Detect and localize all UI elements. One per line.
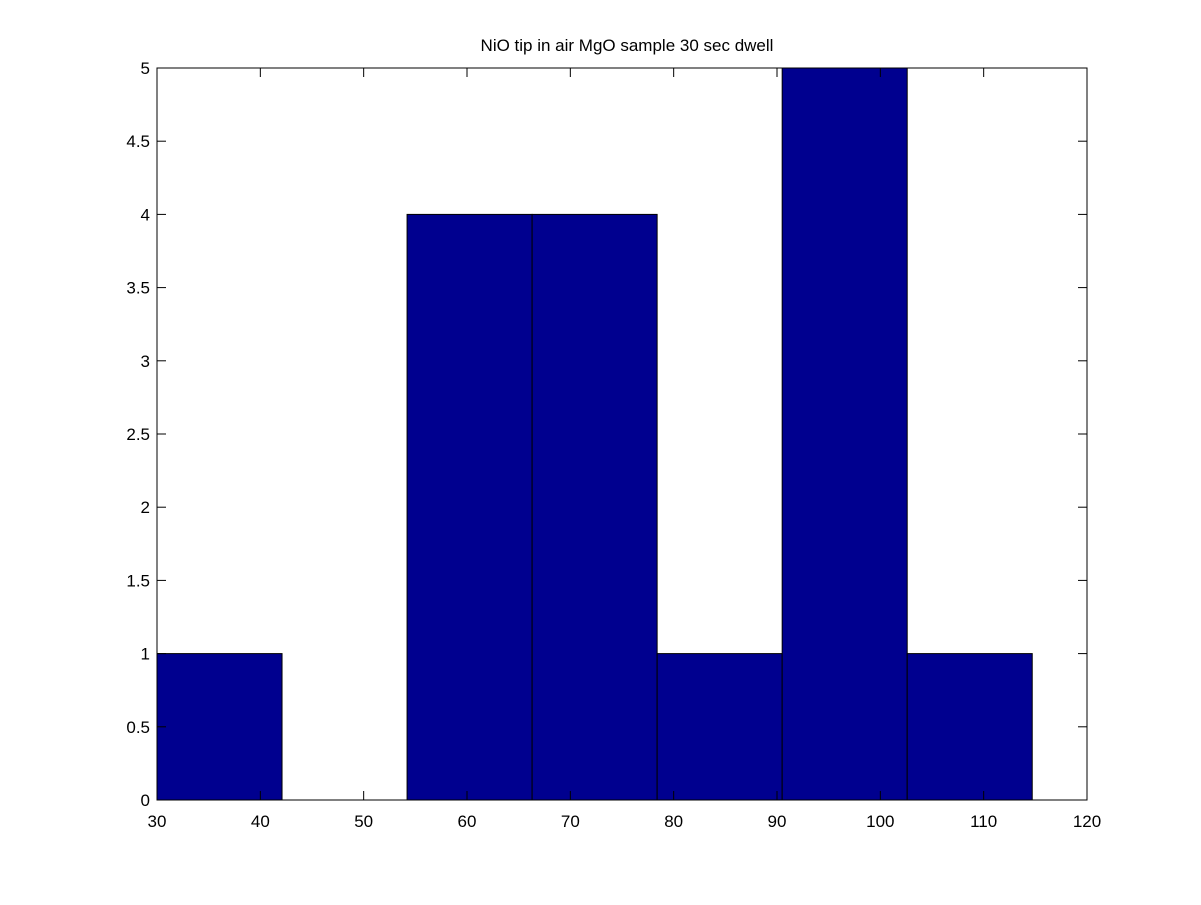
histogram-bar — [156, 653, 283, 801]
x-tick-label: 80 — [664, 812, 683, 831]
y-tick-label: 5 — [141, 59, 150, 78]
y-tick-label: 1.5 — [126, 571, 150, 590]
bars-layer — [156, 67, 1033, 801]
histogram-bar — [406, 213, 533, 801]
y-tick-label: 4 — [141, 205, 150, 224]
histogram-bar — [781, 67, 908, 801]
x-tick-label: 90 — [768, 812, 787, 831]
y-tick-label: 4.5 — [126, 132, 150, 151]
x-tick-label: 60 — [458, 812, 477, 831]
x-tick-label: 40 — [251, 812, 270, 831]
x-tick-label: 30 — [148, 812, 167, 831]
y-tick-label: 3 — [141, 352, 150, 371]
y-tick-label: 1 — [141, 645, 150, 664]
y-tick-label: 2.5 — [126, 425, 150, 444]
y-tick-label: 0 — [141, 791, 150, 810]
x-axis-tick-labels: 30 40 50 60 70 80 90 100 110 120 — [148, 812, 1102, 831]
x-tick-label: 120 — [1073, 812, 1101, 831]
x-tick-label: 110 — [970, 812, 997, 831]
chart-title: NiO tip in air MgO sample 30 sec dwell — [481, 36, 774, 55]
x-tick-label: 50 — [354, 812, 373, 831]
ticks-layer — [156, 67, 1088, 801]
y-tick-label: 0.5 — [126, 718, 150, 737]
x-tick-label: 100 — [866, 812, 894, 831]
x-tick-label: 70 — [561, 812, 580, 831]
y-axis-tick-labels: 0 0.5 1 1.5 2 2.5 3 3.5 4 4.5 5 — [126, 59, 150, 810]
histogram-bar — [656, 653, 783, 801]
y-tick-label: 2 — [141, 498, 150, 517]
histogram-bar — [531, 213, 658, 801]
y-tick-label: 3.5 — [126, 279, 150, 298]
histogram-bar — [906, 653, 1033, 801]
